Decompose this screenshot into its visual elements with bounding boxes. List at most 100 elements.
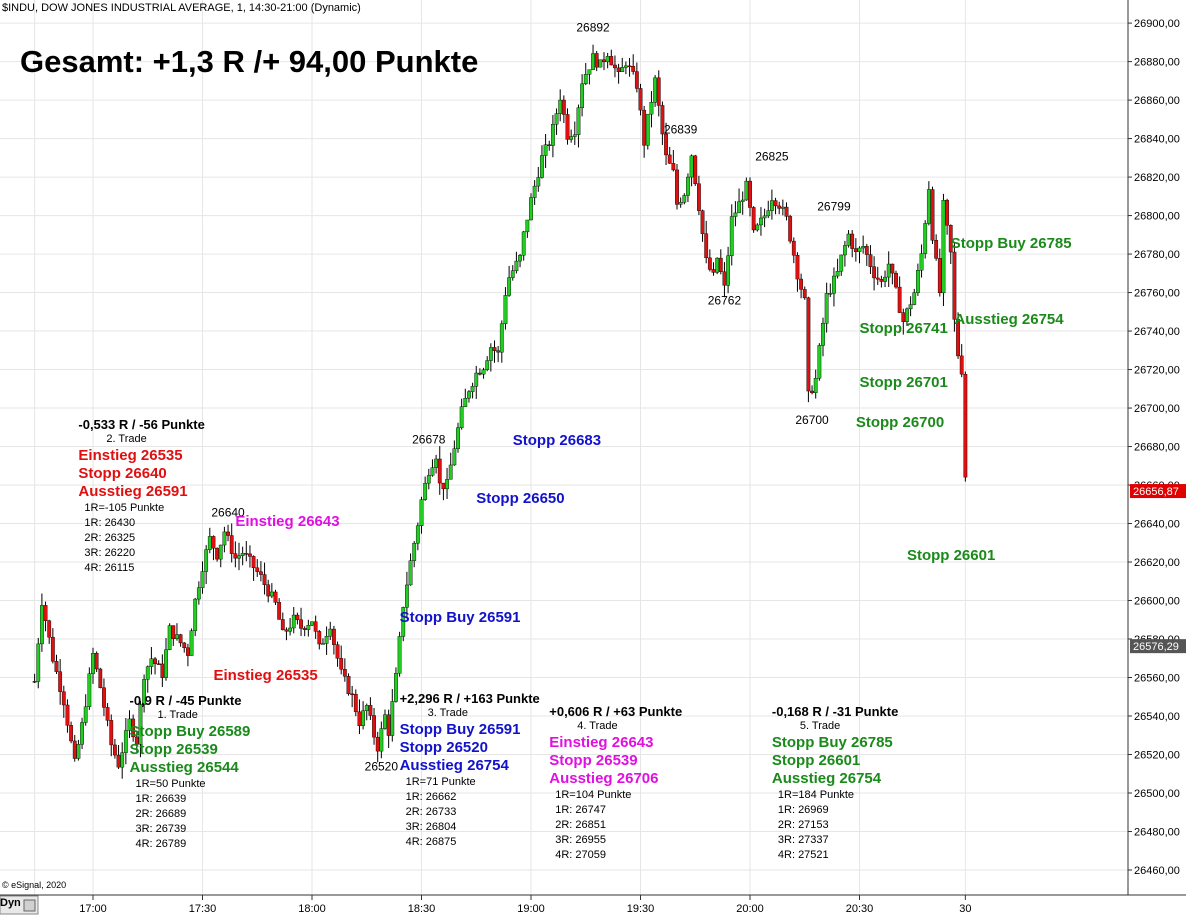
candle-body [868,254,873,267]
candle-body [222,531,227,546]
candle-body [540,155,544,178]
candle-body [226,531,230,536]
candle-body [112,744,117,756]
candle-body [269,591,274,597]
candle-body [426,475,431,484]
candle-body [485,360,490,371]
trade-target: 1R: 26639 [135,792,187,805]
candle-body [645,113,650,146]
candle-body [624,65,628,68]
candle-body [375,736,380,752]
y-tick-label: 26560,00 [1134,673,1180,685]
candle-body [237,555,241,559]
candle-body [193,598,198,631]
candle-body [959,355,964,375]
y-tick-label: 26760,00 [1134,288,1180,300]
trade-risk: 1R=-105 Punkte [84,502,165,515]
candle-body [693,155,698,184]
candle-body [733,212,738,217]
candle-body [379,728,384,752]
candle-body [405,584,409,608]
y-tick-label: 26880,00 [1134,57,1180,69]
reference-price-tag [1130,639,1186,654]
candle-body [200,571,205,588]
candle-body [306,625,311,630]
trade-result: -0,9 R / -45 Punkte [129,692,242,708]
candle-body [470,386,475,392]
candle-body [638,88,643,111]
candle-body [496,350,501,353]
candle-body [744,180,749,201]
candle-body [189,630,194,656]
candle-body [50,636,55,662]
x-tick-label: 30 [959,903,971,915]
candle-body [302,628,307,630]
x-tick-label: 20:30 [846,903,874,915]
trade-title: 1. Trade [157,708,198,721]
trade-order-line: Stopp 26640 [78,465,167,483]
candle-body [824,293,829,324]
candle-body [350,693,355,696]
plot-area [0,0,1128,895]
candle-body [394,673,398,702]
candle-body [182,642,187,649]
x-tick-label: 20:00 [736,903,764,915]
candle-body [390,701,395,736]
candle-body [156,663,161,665]
candle-body [832,275,836,294]
candle-body [72,740,77,759]
candle-body [518,255,522,262]
annotation-label: Stopp 26700 [855,414,945,432]
candle-body [883,276,887,282]
trade-order-line: Stopp Buy 26589 [129,722,251,740]
candle-body [697,183,701,211]
y-tick-label: 26520,00 [1134,749,1180,761]
y-tick-label: 26720,00 [1134,365,1180,377]
candle-body [120,752,125,768]
x-tick-label: 17:30 [189,903,217,915]
trade-target: 3R: 26220 [84,547,136,560]
headline: Gesamt: +1,3 R /+ 94,00 Punkte [20,44,479,79]
candle-body [660,105,665,135]
candle-body [609,56,614,66]
candle-body [69,725,74,742]
trade-target: 3R: 26804 [405,820,457,833]
candle-body [707,257,712,270]
annotation-label: Stopp 26683 [512,431,602,449]
candle-body [91,653,95,674]
trade-result: +2,296 R / +163 Punkte [399,690,540,706]
candle-body [835,271,840,277]
swing-label: 26520 [365,759,399,773]
candle-body [934,240,939,259]
candle-body [445,479,449,490]
trade-target: 2R: 26851 [555,819,607,832]
candle-body [956,319,960,357]
candle-body [857,247,862,252]
candle-body [346,676,351,695]
candle-body [890,263,895,274]
dyn-button-label[interactable]: Dyn [0,897,21,909]
candle-body [872,266,877,279]
candle-body [751,207,756,231]
candle-body [332,628,336,645]
candle-body [339,658,344,670]
candle-body [102,687,106,708]
candle-body [963,373,968,478]
annotation-label: Ausstieg 26754 [954,310,1064,328]
candle-body [160,663,165,678]
last-price-tag [1130,484,1186,499]
trade-target: 3R: 26739 [135,822,187,835]
candle-body [846,233,851,246]
candle-body [423,482,428,500]
candle-body [448,464,453,480]
candle-body [912,292,917,305]
candle-body [383,714,387,729]
candle-body [259,571,263,575]
y-tick-label: 26640,00 [1134,519,1180,531]
candle-body [372,715,376,738]
candle-body [843,245,847,256]
price-tag-label: 26576,29 [1133,641,1179,653]
candle-body [386,714,391,736]
trade-risk: 1R=104 Punkte [555,789,632,802]
swing-label: 26700 [795,413,829,427]
